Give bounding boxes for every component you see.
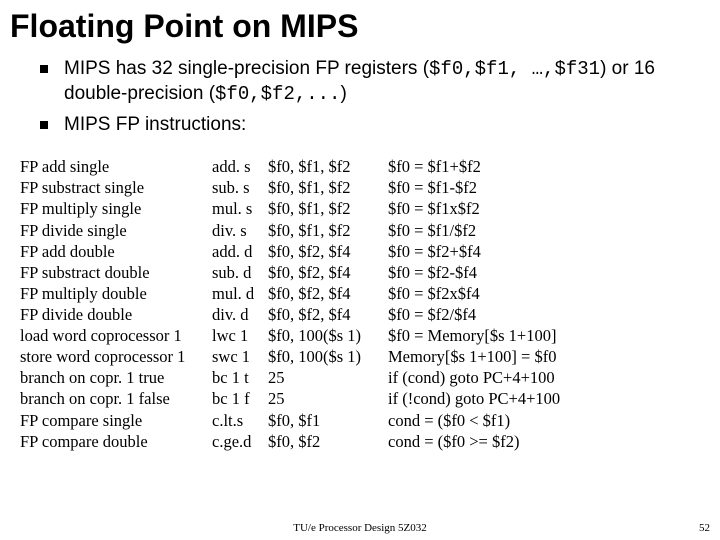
table-row: branch on copr. 1 truebc 1 t25if (cond) …	[20, 367, 700, 388]
table-row: store word coprocessor 1swc 1$f0, 100($s…	[20, 346, 700, 367]
table-cell: $f0 = $f1x$f2	[388, 198, 700, 219]
table-cell: $f0, $f1, $f2	[268, 220, 388, 241]
table-cell: FP divide single	[20, 220, 212, 241]
bullet-text: MIPS FP instructions:	[64, 113, 246, 137]
table-cell: bc 1 t	[212, 367, 268, 388]
table-cell: FP multiply double	[20, 283, 212, 304]
bullet-marker	[40, 65, 48, 73]
table-cell: FP add single	[20, 156, 212, 177]
table-cell: FP substract double	[20, 262, 212, 283]
table-cell: swc 1	[212, 346, 268, 367]
table-cell: FP substract single	[20, 177, 212, 198]
bullet-item: MIPS has 32 single-precision FP register…	[40, 57, 696, 107]
table-row: FP add doubleadd. d$f0, $f2, $f4$f0 = $f…	[20, 241, 700, 262]
table-row: FP divide singlediv. s$f0, $f1, $f2$f0 =…	[20, 220, 700, 241]
table-cell: $f0 = $f2x$f4	[388, 283, 700, 304]
table-row: FP compare singlec.lt.s$f0, $f1cond = ($…	[20, 410, 700, 431]
footer-text: TU/e Processor Design 5Z032	[0, 522, 720, 534]
table-cell: $f0, $f2, $f4	[268, 262, 388, 283]
table-cell: c.ge.d	[212, 431, 268, 452]
table-cell: $f0, $f1	[268, 410, 388, 431]
table-cell: $f0 = $f2+$f4	[388, 241, 700, 262]
table-cell: mul. s	[212, 198, 268, 219]
instruction-table: FP add singleadd. s$f0, $f1, $f2$f0 = $f…	[0, 152, 720, 452]
table-cell: if (cond) goto PC+4+100	[388, 367, 700, 388]
bullet-text: MIPS has 32 single-precision FP register…	[64, 57, 696, 107]
table-cell: $f0 = $f2/$f4	[388, 304, 700, 325]
table-row: FP substract doublesub. d$f0, $f2, $f4$f…	[20, 262, 700, 283]
table-cell: branch on copr. 1 false	[20, 388, 212, 409]
bullet-item: MIPS FP instructions:	[40, 113, 696, 137]
table-row: FP add singleadd. s$f0, $f1, $f2$f0 = $f…	[20, 156, 700, 177]
table-row: FP divide doublediv. d$f0, $f2, $f4$f0 =…	[20, 304, 700, 325]
table-row: FP multiply doublemul. d$f0, $f2, $f4$f0…	[20, 283, 700, 304]
table-cell: 25	[268, 367, 388, 388]
table-cell: branch on copr. 1 true	[20, 367, 212, 388]
table-cell: if (!cond) goto PC+4+100	[388, 388, 700, 409]
table-cell: load word coprocessor 1	[20, 325, 212, 346]
table-cell: store word coprocessor 1	[20, 346, 212, 367]
table-cell: $f0 = $f1-$f2	[388, 177, 700, 198]
table-cell: $f0 = $f1/$f2	[388, 220, 700, 241]
table-cell: div. d	[212, 304, 268, 325]
table-cell: c.lt.s	[212, 410, 268, 431]
table-cell: $f0 = Memory[$s 1+100]	[388, 325, 700, 346]
table-cell: cond = ($f0 < $f1)	[388, 410, 700, 431]
table-cell: div. s	[212, 220, 268, 241]
table-cell: FP compare double	[20, 431, 212, 452]
table-cell: $f0, 100($s 1)	[268, 346, 388, 367]
table-cell: 25	[268, 388, 388, 409]
table-row: branch on copr. 1 falsebc 1 f25if (!cond…	[20, 388, 700, 409]
bullet-marker	[40, 121, 48, 129]
table-cell: FP add double	[20, 241, 212, 262]
page-title: Floating Point on MIPS	[0, 0, 720, 57]
table-cell: cond = ($f0 >= $f2)	[388, 431, 700, 452]
table-cell: add. d	[212, 241, 268, 262]
table-row: load word coprocessor 1lwc 1$f0, 100($s …	[20, 325, 700, 346]
table-cell: $f0 = $f1+$f2	[388, 156, 700, 177]
table-cell: add. s	[212, 156, 268, 177]
table-cell: $f0, $f2, $f4	[268, 283, 388, 304]
table-cell: $f0, $f1, $f2	[268, 156, 388, 177]
table-cell: FP compare single	[20, 410, 212, 431]
table-cell: $f0, $f2	[268, 431, 388, 452]
table-cell: $f0, 100($s 1)	[268, 325, 388, 346]
table-cell: Memory[$s 1+100] = $f0	[388, 346, 700, 367]
table-cell: $f0, $f2, $f4	[268, 241, 388, 262]
table-cell: $f0, $f1, $f2	[268, 198, 388, 219]
table-cell: FP divide double	[20, 304, 212, 325]
table-row: FP compare doublec.ge.d$f0, $f2cond = ($…	[20, 431, 700, 452]
bullet-list: MIPS has 32 single-precision FP register…	[0, 57, 720, 152]
table-cell: bc 1 f	[212, 388, 268, 409]
table-cell: $f0 = $f2-$f4	[388, 262, 700, 283]
table-cell: mul. d	[212, 283, 268, 304]
table-cell: lwc 1	[212, 325, 268, 346]
page-number: 52	[699, 522, 710, 534]
table-row: FP substract singlesub. s$f0, $f1, $f2$f…	[20, 177, 700, 198]
table-cell: $f0, $f2, $f4	[268, 304, 388, 325]
table-cell: sub. d	[212, 262, 268, 283]
table-row: FP multiply singlemul. s$f0, $f1, $f2$f0…	[20, 198, 700, 219]
table-cell: $f0, $f1, $f2	[268, 177, 388, 198]
table-cell: FP multiply single	[20, 198, 212, 219]
table-cell: sub. s	[212, 177, 268, 198]
